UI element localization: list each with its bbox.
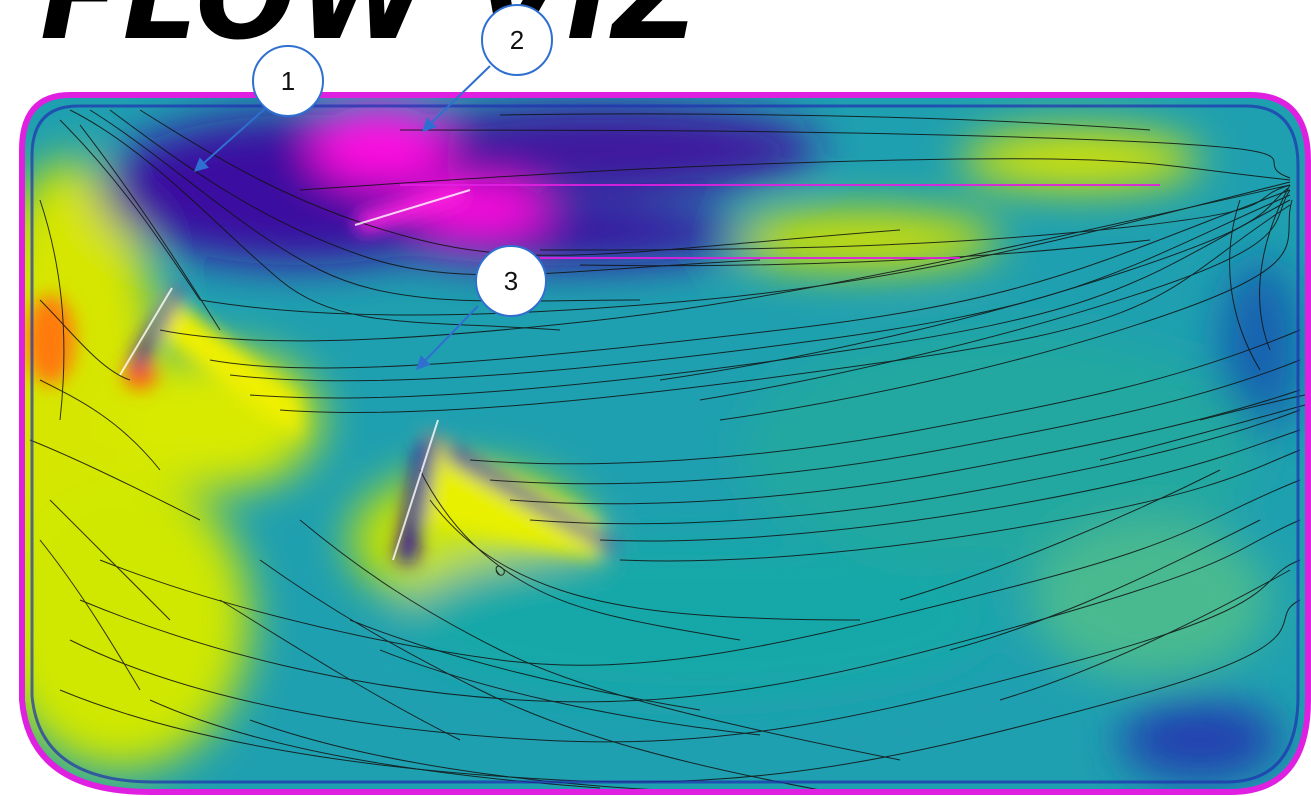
callout-2: 2 — [481, 4, 553, 76]
plate-outline — [19, 92, 1311, 795]
callout-3: 3 — [475, 245, 547, 317]
callout-arrows — [193, 65, 491, 371]
streamlines — [29, 109, 1306, 792]
page-title: FLOW VIZ — [40, 0, 700, 56]
callout-2-arrow — [421, 65, 491, 132]
step-lines — [400, 184, 1160, 259]
surface-plate — [22, 95, 1308, 792]
callout-1-arrow — [193, 105, 269, 172]
callout-3-arrow — [416, 305, 479, 371]
surface-edges — [119, 189, 471, 561]
callout-1: 1 — [252, 45, 324, 117]
pressure-field — [22, 105, 1300, 780]
plate-inner-edge — [30, 104, 1300, 784]
